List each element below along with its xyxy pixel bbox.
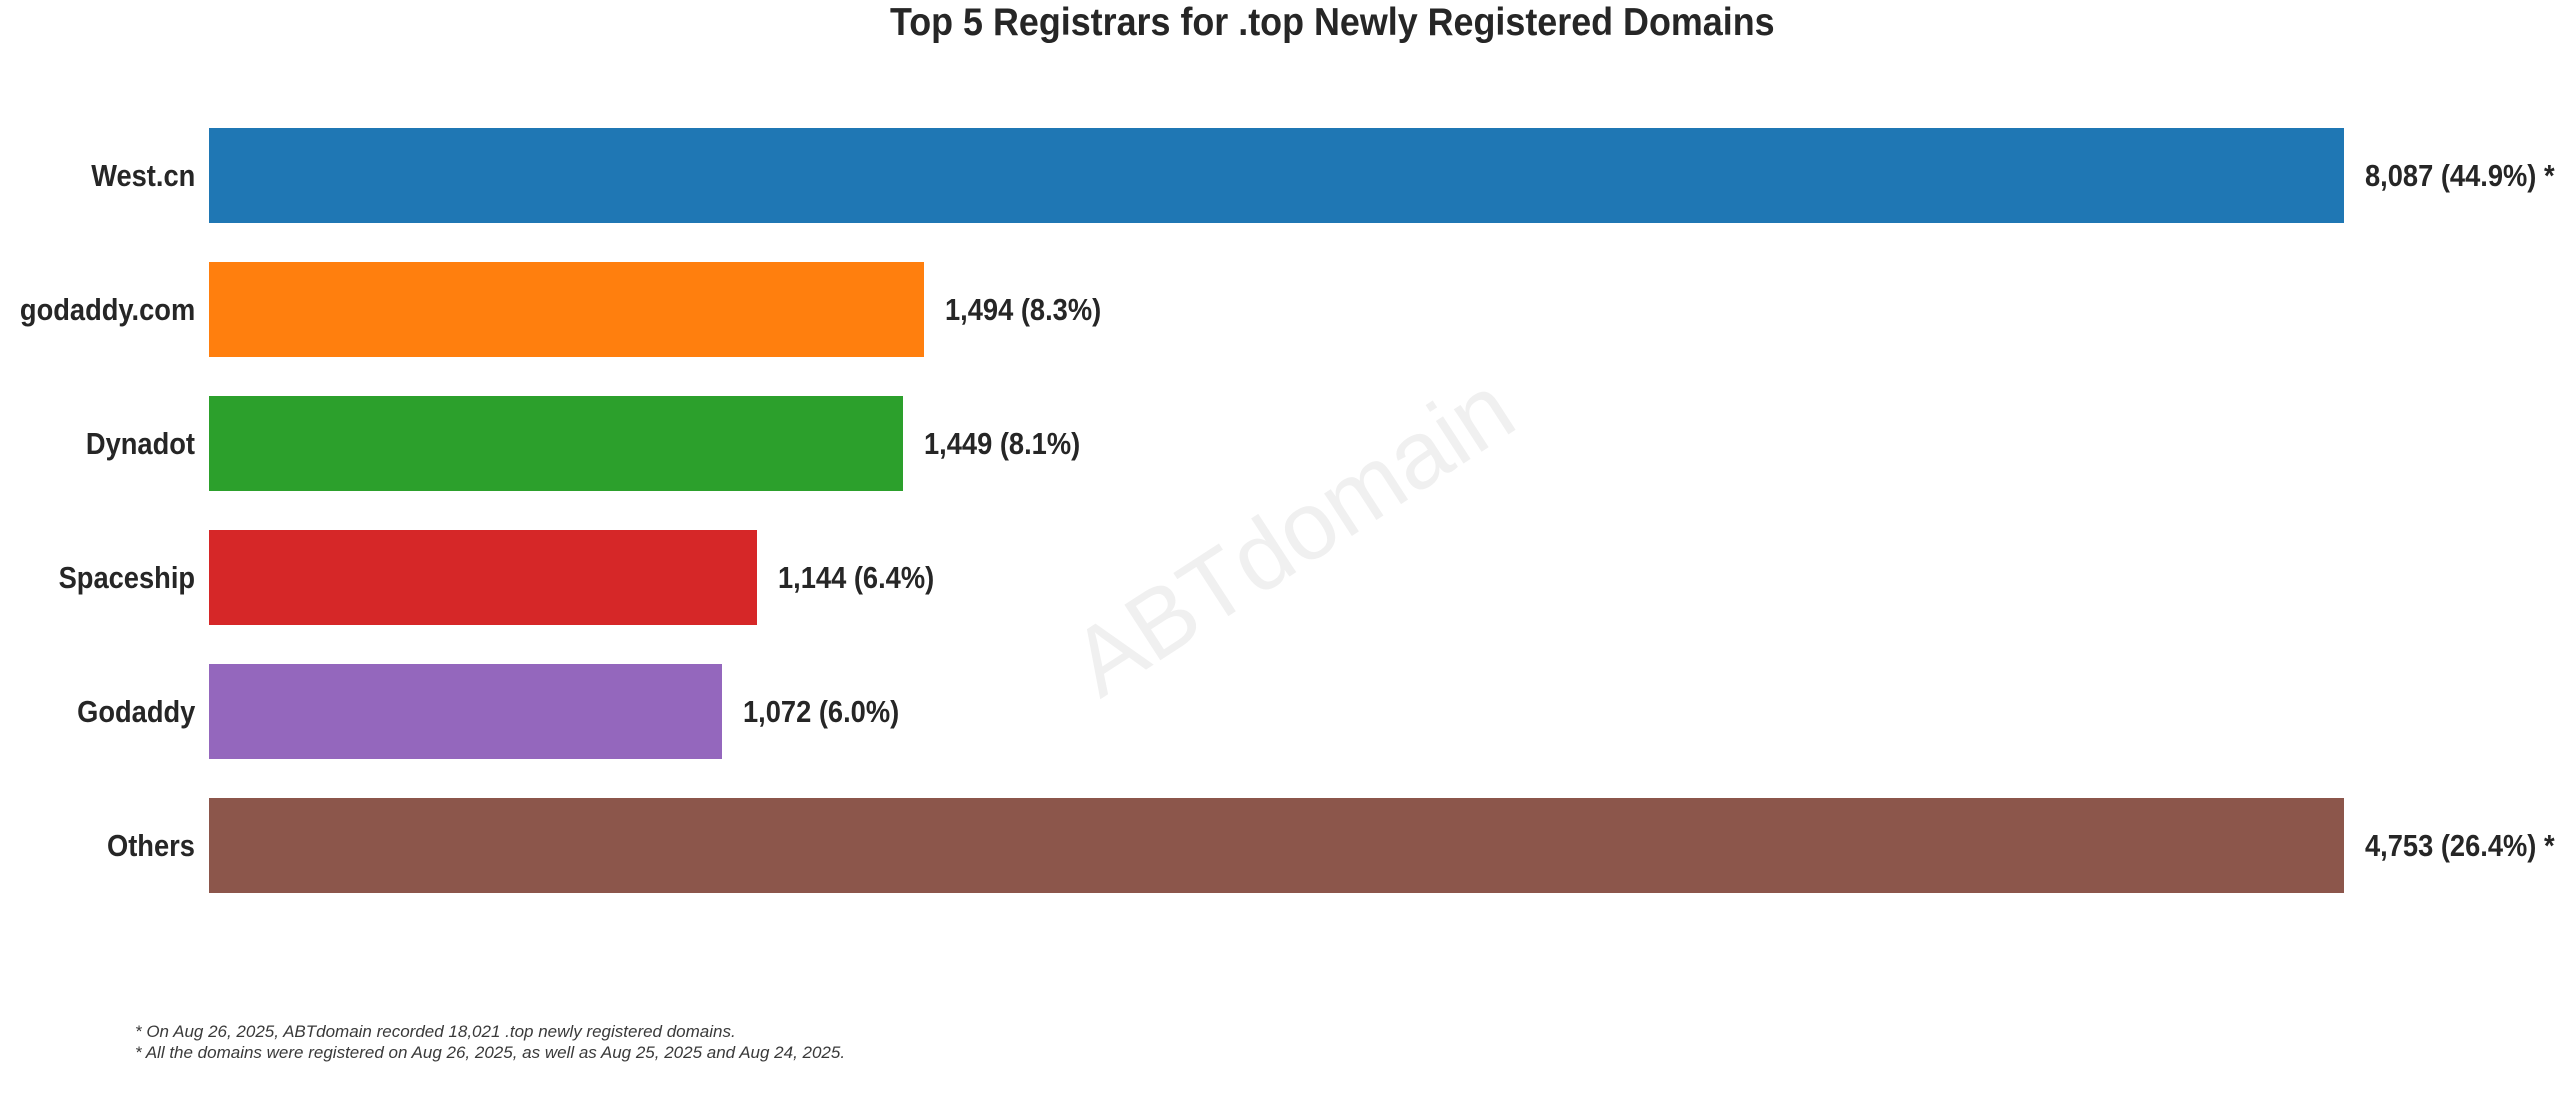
bar-row-others: Others 4,753 (26.4%) * [107,798,2555,893]
value-label-godaddy-com: 1,494 (8.3%) [945,292,1102,327]
category-label-dynadot: Dynadot [85,426,195,461]
bar-row-spaceship: Spaceship 1,144 (6.4%) [59,530,2344,625]
bar-dynadot [209,396,903,491]
footnote-line-1: * On Aug 26, 2025, ABTdomain recorded 18… [135,1022,736,1041]
bar-godaddy [209,664,723,759]
category-label-godaddy: Godaddy [76,694,195,729]
category-label-others: Others [107,828,195,863]
category-label-godaddy-com: godaddy.com [19,292,195,327]
value-label-dynadot: 1,449 (8.1%) [923,426,1080,461]
footnotes: * On Aug 26, 2025, ABTdomain recorded 18… [135,1021,845,1063]
bar-row-west-cn: West.cn 8,087 (44.9%) * [91,128,2555,223]
bar-godaddy-com [209,262,925,357]
value-label-west-cn: 8,087 (44.9%) * [2365,158,2555,193]
value-label-spaceship: 1,144 (6.4%) [777,560,934,595]
bar-row-dynadot: Dynadot 1,449 (8.1%) [86,396,2344,491]
chart-title: Top 5 Registrars for .top Newly Register… [890,1,1775,44]
bar-others [209,798,2344,893]
bar-west-cn [209,128,2344,223]
bar-spaceship [209,530,757,625]
category-label-west-cn: West.cn [90,158,195,193]
footnote-line-2: * All the domains were registered on Aug… [135,1043,846,1062]
plot-area: West.cn 8,087 (44.9%) * godaddy.com 1,49… [20,128,2555,893]
bar-row-godaddy-com: godaddy.com 1,494 (8.3%) [20,262,2344,357]
bar-row-godaddy: Godaddy 1,072 (6.0%) [77,664,2344,759]
value-label-godaddy: 1,072 (6.0%) [743,694,900,729]
value-label-others: 4,753 (26.4%) * [2365,828,2555,863]
category-label-spaceship: Spaceship [58,560,195,595]
